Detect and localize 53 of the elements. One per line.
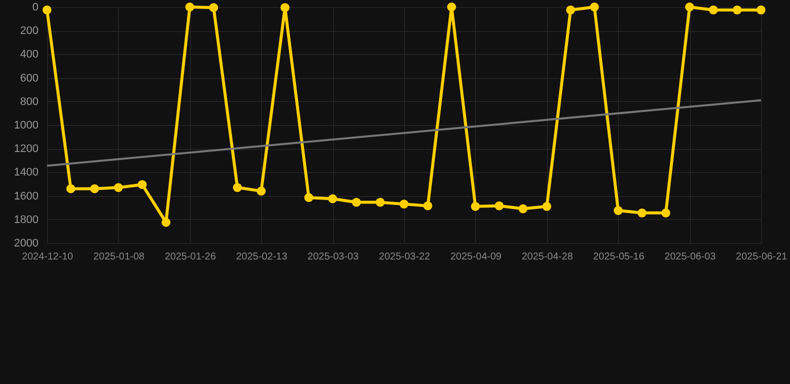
point: [518, 204, 528, 214]
x-tick-label: 2025-02-13: [236, 252, 288, 262]
y-tick-label: 1800: [14, 214, 38, 226]
point: [209, 3, 218, 12]
x-tick-label: 2025-05-16: [593, 252, 645, 262]
y-tick-label: 0: [32, 2, 38, 14]
point: [661, 208, 670, 218]
point: [90, 184, 100, 194]
point: [114, 183, 123, 192]
y-tick-label: 800: [20, 96, 38, 108]
point: [470, 202, 480, 211]
point: [423, 201, 432, 210]
point: [304, 193, 314, 202]
x-tick-label: 2025-01-08: [93, 252, 145, 262]
point: [256, 186, 266, 196]
y-tick-label: 2000: [14, 238, 38, 250]
point: [400, 200, 408, 209]
point: [162, 218, 170, 227]
point: [732, 5, 742, 14]
y-tick-label: 200: [20, 25, 38, 38]
x-tick-label: 2025-04-28: [522, 252, 574, 262]
x-tick-label: 2025-06-21: [736, 252, 788, 262]
point: [280, 3, 290, 12]
point: [185, 2, 194, 12]
y-tick-label: 1200: [14, 143, 38, 156]
point: [232, 183, 242, 192]
y-tick-label: 400: [20, 48, 38, 61]
point: [376, 198, 385, 207]
y-tick-label: 1000: [14, 120, 38, 132]
point: [638, 208, 646, 218]
point: [494, 201, 504, 210]
point: [685, 2, 694, 12]
point: [566, 5, 576, 14]
point: [590, 2, 599, 12]
point: [66, 184, 76, 194]
y-tick-label: 1400: [14, 166, 38, 179]
x-tick-label: 2025-06-03: [664, 252, 716, 262]
point: [708, 5, 718, 14]
x-tick-label: 2025-03-22: [378, 252, 431, 262]
x-tick-label: 2025-01-26: [164, 252, 216, 262]
x-tick-label: 2025-03-03: [308, 252, 360, 262]
point: [42, 5, 52, 14]
x-tick-label: 2025-04-09: [450, 252, 502, 262]
point: [138, 180, 147, 190]
y-tick-label: 600: [20, 72, 38, 84]
point: [756, 5, 766, 14]
point: [542, 202, 552, 211]
point: [352, 198, 361, 207]
point: [328, 194, 338, 204]
point: [614, 206, 623, 216]
x-tick-label: 2024-12-10: [22, 252, 74, 262]
y-tick-label: 1600: [14, 190, 38, 202]
point: [447, 2, 456, 12]
